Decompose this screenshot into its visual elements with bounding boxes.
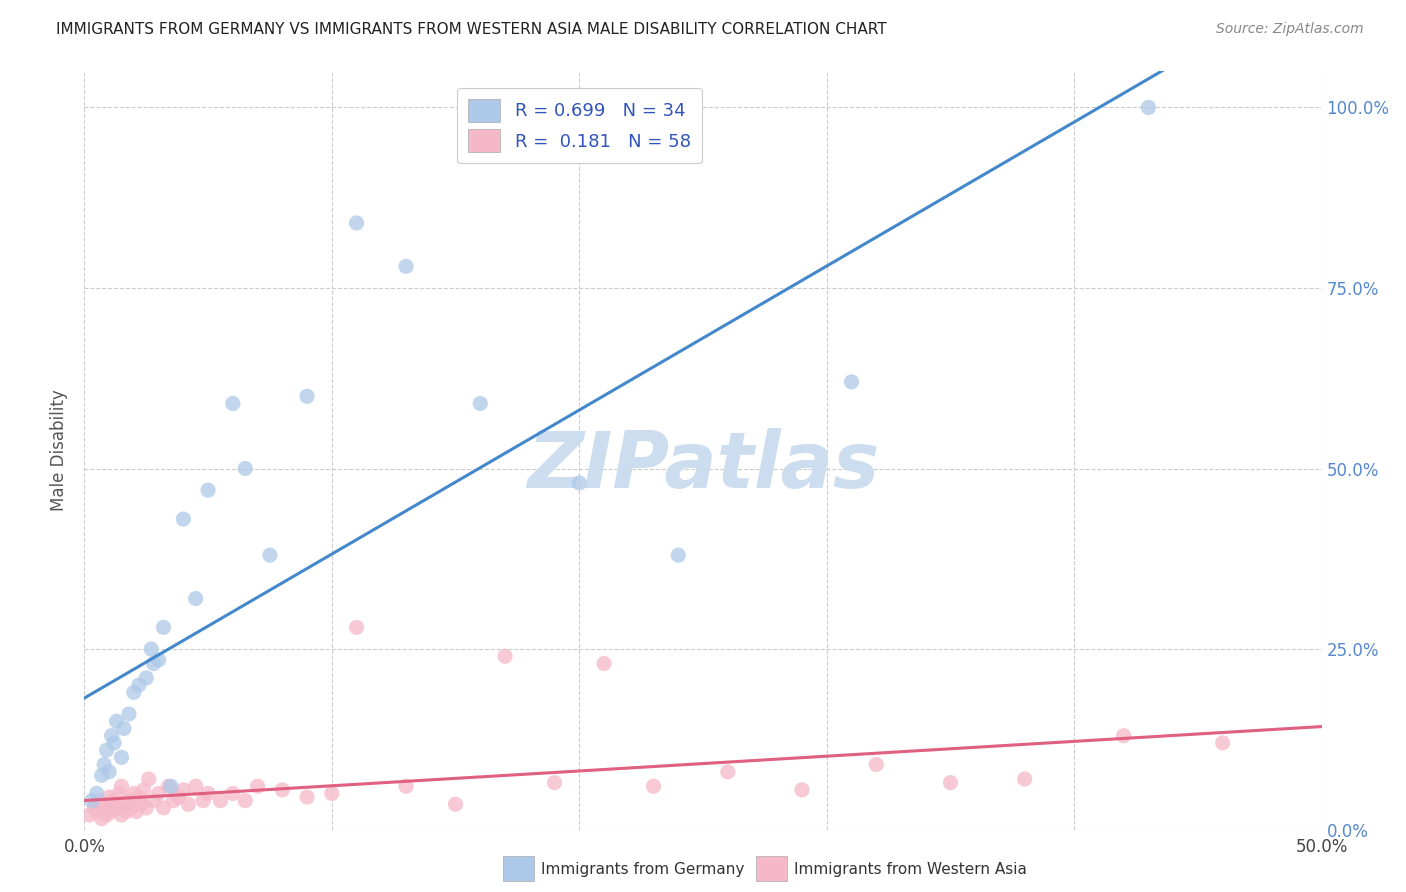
Point <box>103 794 125 808</box>
Text: ZIPatlas: ZIPatlas <box>527 427 879 504</box>
Point <box>112 722 135 736</box>
Point <box>295 790 318 805</box>
Point <box>105 714 128 729</box>
Point <box>132 782 155 797</box>
Point <box>110 779 132 793</box>
Point <box>93 757 115 772</box>
Point <box>115 805 138 819</box>
Point <box>108 787 131 801</box>
Point <box>135 671 157 685</box>
Point <box>494 649 516 664</box>
Point <box>191 794 214 808</box>
Point <box>110 808 132 822</box>
Point <box>222 787 245 801</box>
Point <box>295 389 318 403</box>
Point <box>865 757 887 772</box>
Point <box>122 685 145 699</box>
Text: IMMIGRANTS FROM GERMANY VS IMMIGRANTS FROM WESTERN ASIA MALE DISABILITY CORRELAT: IMMIGRANTS FROM GERMANY VS IMMIGRANTS FR… <box>56 22 887 37</box>
Point <box>666 548 689 562</box>
Point <box>346 620 368 634</box>
Point <box>157 779 180 793</box>
Point <box>259 548 281 562</box>
Point <box>138 772 160 786</box>
Point <box>90 812 112 826</box>
Text: Immigrants from Western Asia: Immigrants from Western Asia <box>794 863 1028 877</box>
Point <box>593 657 616 671</box>
Point <box>79 808 101 822</box>
Point <box>184 591 207 606</box>
Point <box>148 787 170 801</box>
Point <box>112 797 135 812</box>
Point <box>96 743 118 757</box>
Point <box>209 794 232 808</box>
Y-axis label: Male Disability: Male Disability <box>51 390 69 511</box>
Point <box>148 653 170 667</box>
Point <box>568 475 591 490</box>
Point <box>105 801 128 815</box>
Point <box>643 779 665 793</box>
Point <box>444 797 467 812</box>
Point <box>118 706 141 721</box>
Point <box>125 805 148 819</box>
Point <box>98 764 121 779</box>
Point <box>122 787 145 801</box>
Point <box>172 782 194 797</box>
Text: Source: ZipAtlas.com: Source: ZipAtlas.com <box>1216 22 1364 37</box>
Point <box>717 764 740 779</box>
Point <box>93 797 115 812</box>
Point <box>1137 100 1160 114</box>
Point <box>197 787 219 801</box>
Point <box>86 805 108 819</box>
Point <box>83 801 105 815</box>
Point <box>1014 772 1036 786</box>
Point <box>128 790 150 805</box>
Point <box>184 779 207 793</box>
Point <box>98 790 121 805</box>
Point <box>152 620 174 634</box>
Point <box>271 782 294 797</box>
Point <box>222 396 245 410</box>
Point <box>100 805 122 819</box>
Point <box>86 787 108 801</box>
Point <box>197 483 219 498</box>
Point <box>128 678 150 692</box>
Point <box>118 794 141 808</box>
Point <box>96 808 118 822</box>
Point <box>80 794 103 808</box>
Point <box>129 797 152 812</box>
Point <box>790 782 813 797</box>
Point <box>141 642 163 657</box>
Point <box>246 779 269 793</box>
Point <box>98 801 121 815</box>
Point <box>90 768 112 782</box>
Point <box>543 775 565 789</box>
Point <box>135 801 157 815</box>
Point <box>162 794 184 808</box>
Point <box>1112 729 1135 743</box>
Point <box>120 801 142 815</box>
Point <box>346 216 368 230</box>
Point <box>152 801 174 815</box>
Point <box>142 794 165 808</box>
Point <box>103 736 125 750</box>
Point <box>177 797 200 812</box>
Point <box>841 375 863 389</box>
Point <box>89 794 111 808</box>
Point <box>100 729 122 743</box>
Point <box>395 779 418 793</box>
Point <box>167 790 190 805</box>
Legend: R = 0.699   N = 34, R =  0.181   N = 58: R = 0.699 N = 34, R = 0.181 N = 58 <box>457 88 702 163</box>
Point <box>172 512 194 526</box>
Point <box>470 396 492 410</box>
Point <box>233 794 256 808</box>
Point <box>160 779 183 793</box>
Point <box>939 775 962 789</box>
Point <box>395 260 418 274</box>
Point <box>321 787 343 801</box>
Point <box>142 657 165 671</box>
Point <box>233 461 256 475</box>
Point <box>110 750 132 764</box>
Point <box>1212 736 1234 750</box>
Text: Immigrants from Germany: Immigrants from Germany <box>541 863 745 877</box>
